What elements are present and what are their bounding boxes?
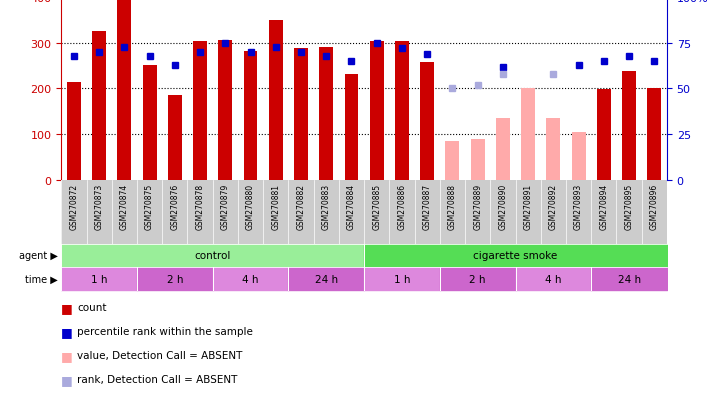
Text: time ▶: time ▶ xyxy=(25,274,58,285)
Bar xyxy=(218,40,232,180)
Bar xyxy=(244,52,257,180)
Text: GSM270893: GSM270893 xyxy=(574,183,583,229)
Bar xyxy=(118,0,131,180)
Text: GSM270885: GSM270885 xyxy=(372,183,381,229)
Text: cigarette smoke: cigarette smoke xyxy=(474,251,557,261)
Text: GSM270892: GSM270892 xyxy=(549,183,558,229)
Text: GSM270872: GSM270872 xyxy=(69,183,79,229)
Text: GSM270896: GSM270896 xyxy=(650,183,659,229)
Text: GSM270883: GSM270883 xyxy=(322,183,331,229)
Bar xyxy=(547,119,560,180)
Text: GSM270880: GSM270880 xyxy=(246,183,255,229)
Bar xyxy=(345,75,358,180)
Text: GSM270887: GSM270887 xyxy=(423,183,432,229)
Text: ■: ■ xyxy=(61,373,73,386)
Text: 1 h: 1 h xyxy=(394,274,410,285)
Text: rank, Detection Call = ABSENT: rank, Detection Call = ABSENT xyxy=(77,375,237,385)
Text: GSM270878: GSM270878 xyxy=(195,183,205,229)
Text: GSM270874: GSM270874 xyxy=(120,183,129,229)
Bar xyxy=(319,48,333,180)
Text: GSM270875: GSM270875 xyxy=(145,183,154,229)
Bar xyxy=(193,41,207,180)
Text: value, Detection Call = ABSENT: value, Detection Call = ABSENT xyxy=(77,351,242,361)
Text: control: control xyxy=(195,251,231,261)
Text: 1 h: 1 h xyxy=(91,274,107,285)
Text: GSM270876: GSM270876 xyxy=(170,183,180,229)
Bar xyxy=(496,119,510,180)
Text: 2 h: 2 h xyxy=(469,274,486,285)
Bar xyxy=(622,72,636,180)
Text: ■: ■ xyxy=(61,349,73,362)
Bar xyxy=(67,83,81,180)
Bar xyxy=(597,90,611,180)
Bar xyxy=(370,41,384,180)
Text: 24 h: 24 h xyxy=(617,274,641,285)
Bar xyxy=(143,66,156,180)
Text: 4 h: 4 h xyxy=(545,274,562,285)
Text: 2 h: 2 h xyxy=(167,274,183,285)
Bar xyxy=(471,139,485,180)
Text: GSM270879: GSM270879 xyxy=(221,183,230,229)
Text: GSM270882: GSM270882 xyxy=(296,183,306,229)
Text: GSM270895: GSM270895 xyxy=(624,183,634,229)
Text: GSM270886: GSM270886 xyxy=(397,183,407,229)
Bar xyxy=(92,32,106,180)
Text: GSM270873: GSM270873 xyxy=(94,183,104,229)
Bar xyxy=(572,133,585,180)
Bar xyxy=(420,63,434,180)
Bar xyxy=(647,89,661,180)
Bar xyxy=(446,142,459,180)
Text: GSM270888: GSM270888 xyxy=(448,183,457,229)
Bar xyxy=(269,21,283,180)
Text: GSM270884: GSM270884 xyxy=(347,183,356,229)
Bar xyxy=(294,49,308,180)
Text: GSM270889: GSM270889 xyxy=(473,183,482,229)
Text: agent ▶: agent ▶ xyxy=(19,251,58,261)
Text: 4 h: 4 h xyxy=(242,274,259,285)
Text: ■: ■ xyxy=(61,325,73,338)
Text: GSM270881: GSM270881 xyxy=(271,183,280,229)
Bar xyxy=(168,96,182,180)
Text: count: count xyxy=(77,303,107,313)
Text: GSM270891: GSM270891 xyxy=(523,183,533,229)
Text: ■: ■ xyxy=(61,301,73,314)
Text: 24 h: 24 h xyxy=(314,274,338,285)
Bar xyxy=(395,41,409,180)
Text: GSM270890: GSM270890 xyxy=(498,183,508,229)
Text: GSM270894: GSM270894 xyxy=(599,183,609,229)
Text: percentile rank within the sample: percentile rank within the sample xyxy=(77,327,253,337)
Bar xyxy=(521,89,535,180)
